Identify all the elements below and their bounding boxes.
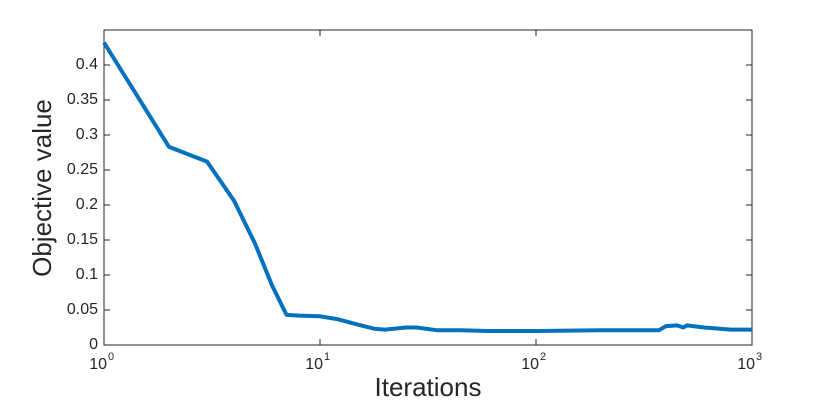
y-tick-label: 0.05 bbox=[67, 301, 98, 318]
y-tick-label: 0 bbox=[89, 336, 98, 353]
x-tick-exponent: 2 bbox=[540, 351, 546, 363]
x-tick-label: 10 bbox=[737, 356, 755, 373]
y-tick-label: 0.15 bbox=[67, 231, 98, 248]
y-axis-label: Objective value bbox=[27, 99, 57, 277]
y-tick-label: 0.35 bbox=[67, 91, 98, 108]
x-tick-exponent: 3 bbox=[756, 351, 762, 363]
x-tick-exponent: 1 bbox=[324, 351, 330, 363]
y-tick-label: 0.4 bbox=[76, 56, 98, 73]
data-line bbox=[102, 41, 752, 333]
y-tick-label: 0.25 bbox=[67, 161, 98, 178]
x-tick-label: 10 bbox=[89, 356, 107, 373]
x-tick-label: 10 bbox=[521, 356, 539, 373]
y-tick-label: 0.1 bbox=[76, 266, 98, 283]
y-tick-label: 0.2 bbox=[76, 196, 98, 213]
plot-frame bbox=[103, 29, 753, 346]
x-tick-exponent: 0 bbox=[108, 351, 114, 363]
x-tick-label: 10 bbox=[305, 356, 323, 373]
x-axis-label: Iterations bbox=[375, 372, 482, 402]
y-tick-label: 0.3 bbox=[76, 126, 98, 143]
